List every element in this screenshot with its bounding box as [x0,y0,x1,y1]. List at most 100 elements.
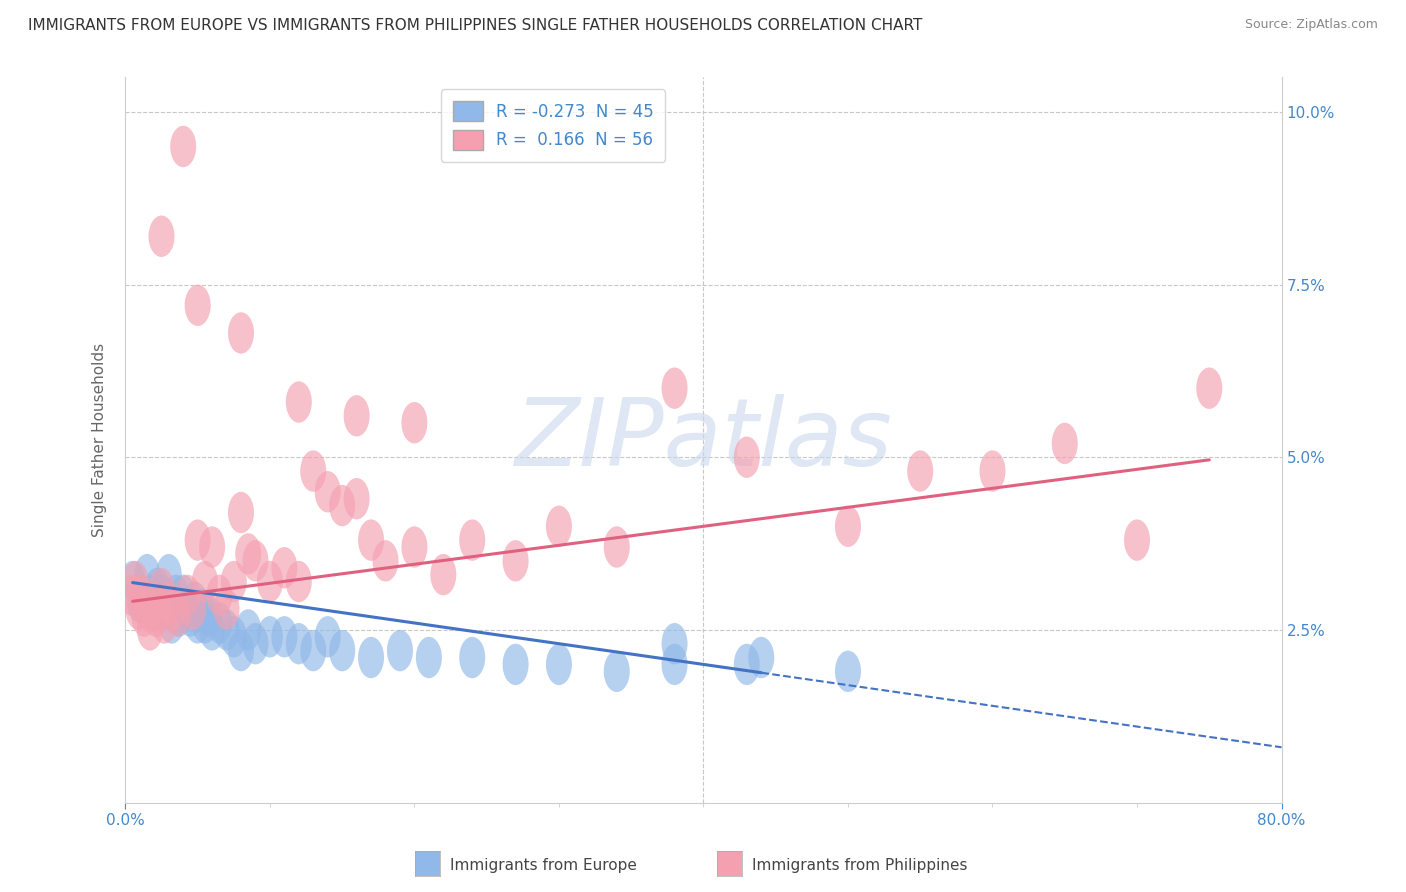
Ellipse shape [343,395,370,436]
Ellipse shape [502,644,529,685]
Ellipse shape [359,519,384,561]
Text: Immigrants from Philippines: Immigrants from Philippines [752,858,967,872]
Ellipse shape [170,574,197,616]
Ellipse shape [149,216,174,257]
Ellipse shape [228,491,254,533]
Ellipse shape [221,616,247,657]
Ellipse shape [329,630,356,672]
Ellipse shape [177,595,204,637]
Ellipse shape [343,478,370,519]
Ellipse shape [141,589,167,630]
Ellipse shape [125,589,152,630]
Ellipse shape [315,471,340,513]
Ellipse shape [152,589,177,630]
Ellipse shape [173,589,200,630]
Text: IMMIGRANTS FROM EUROPE VS IMMIGRANTS FROM PHILIPPINES SINGLE FATHER HOUSEHOLDS C: IMMIGRANTS FROM EUROPE VS IMMIGRANTS FRO… [28,18,922,33]
Ellipse shape [149,567,174,609]
Ellipse shape [156,554,181,595]
Ellipse shape [163,574,188,616]
Ellipse shape [1052,423,1078,464]
Ellipse shape [748,637,775,678]
Ellipse shape [188,589,215,630]
Ellipse shape [242,623,269,665]
Ellipse shape [127,582,153,623]
Ellipse shape [145,567,170,609]
Ellipse shape [197,595,222,637]
Ellipse shape [301,450,326,491]
Ellipse shape [603,526,630,567]
Ellipse shape [734,644,759,685]
Ellipse shape [835,650,860,692]
Ellipse shape [662,644,688,685]
Ellipse shape [315,616,340,657]
Ellipse shape [136,609,163,650]
Ellipse shape [184,519,211,561]
Ellipse shape [402,526,427,567]
Ellipse shape [156,582,181,623]
Ellipse shape [131,595,157,637]
Ellipse shape [329,485,356,526]
Ellipse shape [228,312,254,353]
Ellipse shape [134,589,160,630]
Ellipse shape [122,561,149,602]
Ellipse shape [170,126,197,167]
Ellipse shape [166,595,191,637]
Ellipse shape [387,630,413,672]
Ellipse shape [138,574,165,616]
Ellipse shape [546,644,572,685]
Ellipse shape [149,574,174,616]
Ellipse shape [502,541,529,582]
Ellipse shape [835,506,860,547]
Ellipse shape [546,506,572,547]
Ellipse shape [402,402,427,443]
Ellipse shape [120,574,146,616]
Ellipse shape [191,561,218,602]
Ellipse shape [184,285,211,326]
Ellipse shape [221,561,247,602]
Text: Immigrants from Europe: Immigrants from Europe [450,858,637,872]
Ellipse shape [285,381,312,423]
Ellipse shape [181,582,208,623]
Ellipse shape [430,554,457,595]
Ellipse shape [139,582,166,623]
Ellipse shape [662,368,688,409]
Ellipse shape [174,574,201,616]
Ellipse shape [235,533,262,574]
Ellipse shape [235,609,262,650]
Ellipse shape [1123,519,1150,561]
Ellipse shape [271,616,297,657]
Ellipse shape [191,602,218,644]
Ellipse shape [160,589,186,630]
Ellipse shape [128,574,155,616]
Ellipse shape [207,574,232,616]
Ellipse shape [184,602,211,644]
Ellipse shape [907,450,934,491]
Text: Source: ZipAtlas.com: Source: ZipAtlas.com [1244,18,1378,31]
Ellipse shape [271,547,297,589]
Ellipse shape [159,602,184,644]
Ellipse shape [301,630,326,672]
Ellipse shape [1197,368,1222,409]
Text: ZIPatlas: ZIPatlas [515,394,893,485]
Ellipse shape [373,541,398,582]
Ellipse shape [214,609,239,650]
Ellipse shape [603,650,630,692]
Ellipse shape [285,623,312,665]
Ellipse shape [460,637,485,678]
Ellipse shape [146,589,172,630]
Ellipse shape [165,595,190,637]
Ellipse shape [180,589,207,630]
Ellipse shape [980,450,1005,491]
Ellipse shape [242,541,269,582]
Ellipse shape [200,609,225,650]
Ellipse shape [460,519,485,561]
Ellipse shape [662,623,688,665]
Ellipse shape [207,602,232,644]
Ellipse shape [152,602,177,644]
Ellipse shape [228,630,254,672]
Ellipse shape [416,637,441,678]
Ellipse shape [200,526,225,567]
Ellipse shape [359,637,384,678]
Ellipse shape [120,561,146,602]
Ellipse shape [143,595,169,637]
